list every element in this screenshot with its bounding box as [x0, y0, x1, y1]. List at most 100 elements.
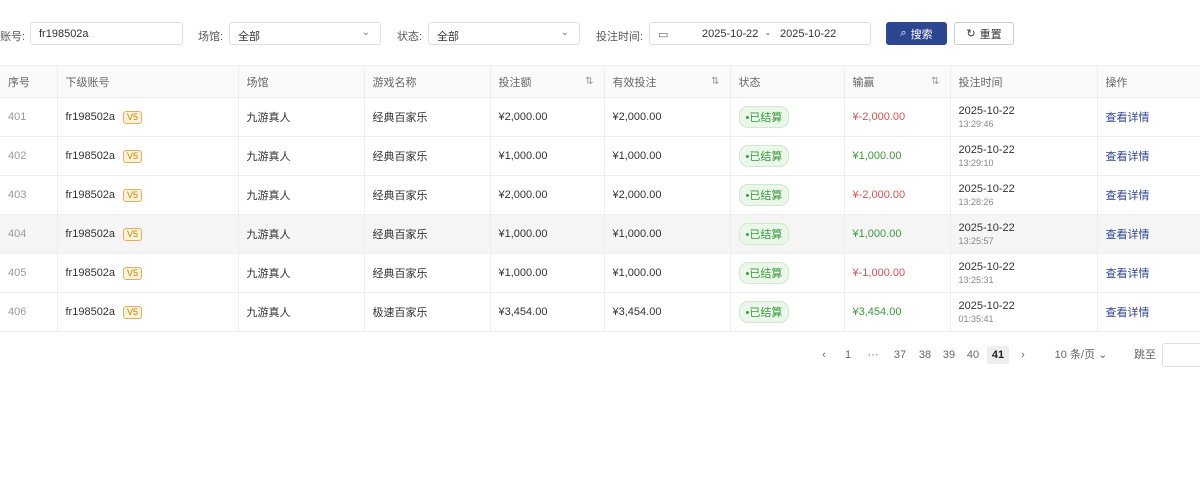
win-loss-cell: ¥1,000.00	[844, 214, 951, 254]
header-label: 下级账号	[65, 76, 110, 89]
valid-bet-cell: ¥1,000.00	[604, 253, 731, 293]
page-button[interactable]: 37	[893, 349, 907, 361]
header-label: 操作	[1105, 76, 1128, 89]
bet-time: 13:29:46	[958, 119, 994, 129]
bet-time: 13:29:10	[958, 158, 994, 168]
bet-date: 2025-10-22	[958, 105, 1015, 117]
chevron-down-icon: ⌄	[361, 27, 370, 38]
venue-cell: 九游真人	[238, 175, 365, 215]
date-end[interactable]: 2025-10-22	[780, 28, 837, 40]
date-range-picker[interactable]: ▭ 2025-10-22 - 2025-10-22	[649, 22, 871, 45]
jump-label: 跳至	[1134, 349, 1156, 361]
chevron-down-icon: ⌄	[1098, 349, 1108, 361]
account-cell: fr198502a V5	[57, 97, 239, 137]
view-details-link[interactable]: 查看详情	[1105, 151, 1150, 163]
bet-date: 2025-10-22	[958, 222, 1015, 234]
search-button[interactable]: ⌕ 搜索	[886, 22, 947, 45]
status-cell: •已结算	[730, 175, 845, 215]
bet-date: 2025-10-22	[958, 300, 1015, 312]
column-header[interactable]: 输赢 ⇅	[844, 65, 951, 98]
table-row: 401 fr198502a V5 九游真人 经典百家乐 ¥2,000.00 ¥2,…	[0, 97, 1200, 137]
status-badge: •已结算	[738, 184, 790, 206]
view-details-link[interactable]: 查看详情	[1105, 268, 1150, 280]
venue-select[interactable]: 全部 ⌄	[229, 22, 381, 45]
account-name: fr198502a	[65, 227, 116, 240]
bet-time-cell: 2025-10-22 13:29:10	[950, 136, 1098, 176]
status-select[interactable]: 全部 ⌄	[428, 22, 580, 45]
vip-badge: V5	[123, 188, 143, 202]
column-header: 投注时间	[950, 65, 1098, 98]
bet-cell: ¥2,000.00	[490, 175, 605, 215]
header-label: 游戏名称	[372, 76, 417, 89]
calendar-icon: ▭	[658, 29, 669, 41]
win-loss-cell: ¥3,454.00	[844, 292, 951, 332]
page-button[interactable]: 39	[942, 349, 956, 361]
sort-icon[interactable]: ⇅	[711, 76, 720, 87]
header-label: 有效投注	[612, 76, 657, 89]
venue-value: 全部	[238, 31, 260, 43]
view-details-link[interactable]: 查看详情	[1105, 229, 1150, 241]
sort-icon[interactable]: ⇅	[931, 76, 940, 87]
vip-badge: V5	[123, 110, 143, 124]
account-input[interactable]: fr198502a	[30, 22, 183, 45]
status-cell: •已结算	[730, 97, 845, 137]
view-details-link[interactable]: 查看详情	[1105, 190, 1150, 202]
jump-page-input[interactable]	[1162, 343, 1200, 367]
valid-bet-cell: ¥2,000.00	[604, 97, 731, 137]
vip-badge: V5	[123, 227, 143, 241]
status-badge: •已结算	[738, 106, 790, 128]
valid-bet-cell: ¥1,000.00	[604, 214, 731, 254]
bet-records-table: 序号 下级账号 场馆 游戏名称 投注额 ⇅ 有效投注 ⇅ 状态 输赢 ⇅ 投注时间 操作 401 fr1…	[0, 65, 1200, 332]
account-name: fr198502a	[65, 266, 116, 279]
reset-label: 重置	[979, 28, 1002, 41]
status-badge: •已结算	[738, 223, 790, 245]
next-page-button[interactable]: ›	[1021, 349, 1025, 361]
account-cell: fr198502a V5	[57, 292, 239, 332]
bet-cell: ¥3,454.00	[490, 292, 605, 332]
view-details-link[interactable]: 查看详情	[1105, 112, 1150, 124]
sort-icon[interactable]: ⇅	[585, 76, 594, 87]
reset-button[interactable]: ↻ 重置	[954, 22, 1014, 45]
column-header[interactable]: 有效投注 ⇅	[604, 65, 731, 98]
column-header: 游戏名称	[364, 65, 491, 98]
time-label: 投注时间:	[596, 31, 644, 43]
filter-bar: 账号: fr198502a 场馆: 全部 ⌄ 状态: 全部 ⌄ 投注时间: ▭ 20…	[0, 22, 1200, 46]
venue-cell: 九游真人	[238, 97, 365, 137]
bet-cell: ¥1,000.00	[490, 136, 605, 176]
table-row: 403 fr198502a V5 九游真人 经典百家乐 ¥2,000.00 ¥2,…	[0, 175, 1200, 215]
view-details-link[interactable]: 查看详情	[1105, 307, 1150, 319]
page-size-select[interactable]: 10 条/页 ⌄	[1053, 346, 1109, 364]
status-badge: •已结算	[738, 262, 790, 284]
status-value: 全部	[437, 31, 459, 43]
bet-date: 2025-10-22	[958, 183, 1015, 195]
venue-cell: 九游真人	[238, 292, 365, 332]
row-index: 404	[0, 214, 58, 254]
bet-time-cell: 2025-10-22 13:28:26	[950, 175, 1098, 215]
row-index: 405	[0, 253, 58, 293]
page-button[interactable]: 41	[987, 346, 1009, 364]
prev-page-button[interactable]: ‹	[822, 349, 826, 361]
bet-cell: ¥1,000.00	[490, 214, 605, 254]
bet-date: 2025-10-22	[958, 261, 1015, 273]
column-header: 序号	[0, 65, 58, 98]
game-cell: 经典百家乐	[364, 175, 491, 215]
search-label: 搜索	[910, 28, 933, 41]
game-cell: 经典百家乐	[364, 97, 491, 137]
status-cell: •已结算	[730, 136, 845, 176]
venue-label: 场馆:	[198, 31, 224, 43]
column-header: 下级账号	[57, 65, 239, 98]
column-header[interactable]: 投注额 ⇅	[490, 65, 605, 98]
page-ellipsis[interactable]: ···	[867, 349, 879, 361]
header-label: 投注时间	[958, 76, 1003, 89]
action-cell: 查看详情	[1097, 214, 1200, 254]
bet-cell: ¥2,000.00	[490, 97, 605, 137]
date-start[interactable]: 2025-10-22	[702, 28, 759, 40]
row-index: 401	[0, 97, 58, 137]
page-button[interactable]: 38	[918, 349, 932, 361]
status-label: 状态:	[397, 31, 423, 43]
table-row: 405 fr198502a V5 九游真人 经典百家乐 ¥1,000.00 ¥1,…	[0, 253, 1200, 293]
header-label: 序号	[8, 76, 30, 89]
bet-date: 2025-10-22	[958, 144, 1015, 156]
page-button[interactable]: 1	[844, 349, 852, 361]
page-button[interactable]: 40	[966, 349, 980, 361]
